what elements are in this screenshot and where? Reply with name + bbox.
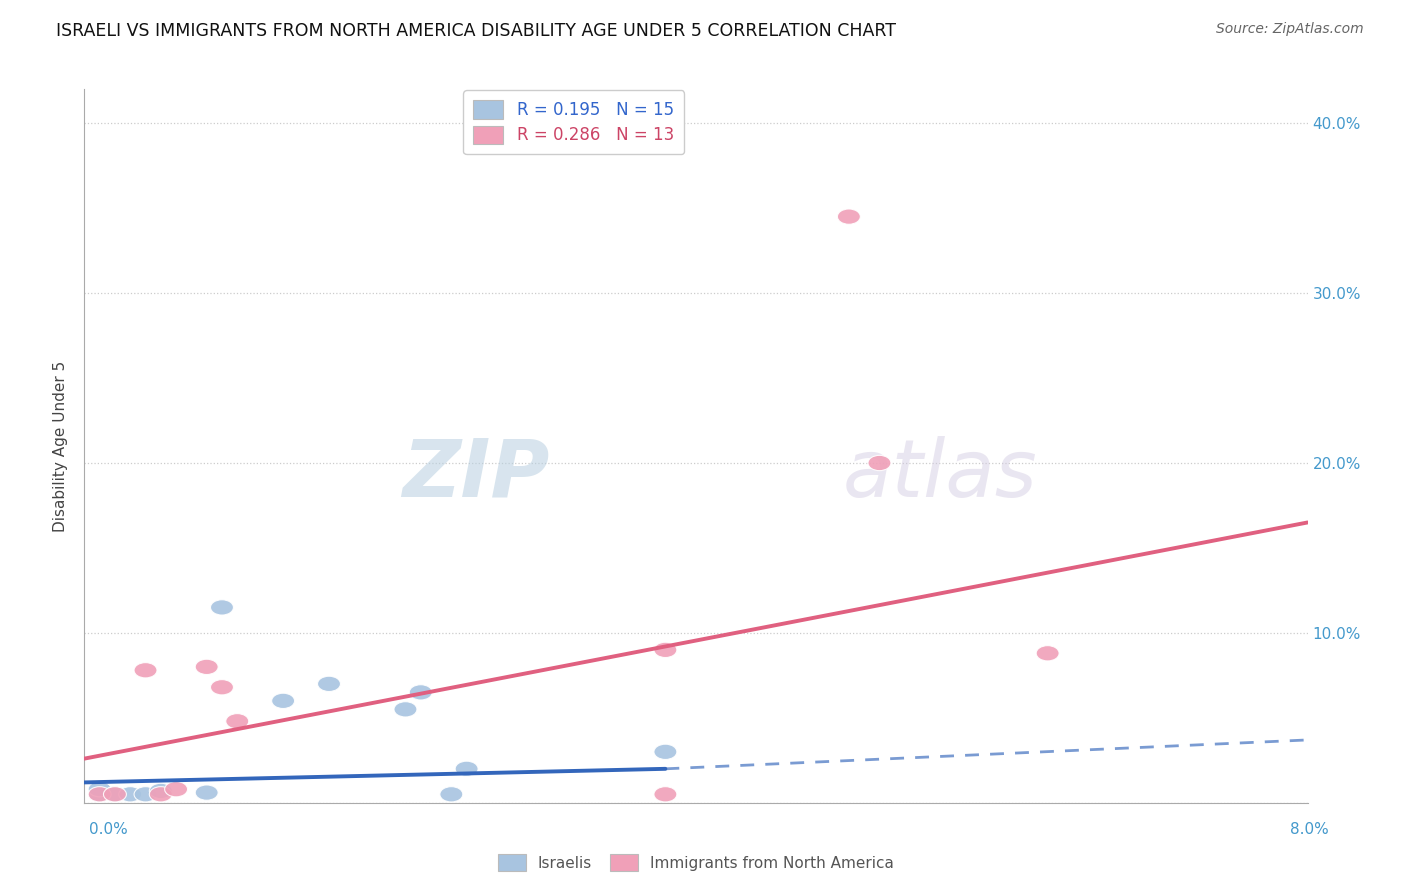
Ellipse shape (654, 787, 676, 802)
Text: ZIP: ZIP (402, 435, 550, 514)
Ellipse shape (318, 676, 340, 691)
Ellipse shape (104, 787, 127, 802)
Text: 8.0%: 8.0% (1289, 822, 1329, 837)
Ellipse shape (226, 714, 249, 729)
Ellipse shape (195, 659, 218, 674)
Text: atlas: atlas (842, 435, 1038, 514)
Text: Source: ZipAtlas.com: Source: ZipAtlas.com (1216, 22, 1364, 37)
Ellipse shape (134, 663, 157, 678)
Ellipse shape (149, 787, 173, 802)
Ellipse shape (211, 680, 233, 695)
Ellipse shape (654, 642, 676, 657)
Ellipse shape (89, 787, 111, 802)
Ellipse shape (654, 744, 676, 759)
Ellipse shape (195, 785, 218, 800)
Ellipse shape (89, 787, 111, 802)
Y-axis label: Disability Age Under 5: Disability Age Under 5 (53, 360, 69, 532)
Ellipse shape (838, 209, 860, 224)
Text: 0.0%: 0.0% (89, 822, 128, 837)
Ellipse shape (440, 787, 463, 802)
Legend: Israelis, Immigrants from North America: Israelis, Immigrants from North America (492, 848, 900, 877)
Ellipse shape (409, 685, 432, 700)
Ellipse shape (104, 787, 127, 802)
Text: ISRAELI VS IMMIGRANTS FROM NORTH AMERICA DISABILITY AGE UNDER 5 CORRELATION CHAR: ISRAELI VS IMMIGRANTS FROM NORTH AMERICA… (56, 22, 896, 40)
Ellipse shape (118, 787, 142, 802)
Ellipse shape (394, 702, 418, 717)
Ellipse shape (456, 761, 478, 776)
Ellipse shape (149, 783, 173, 798)
Ellipse shape (89, 781, 111, 797)
Ellipse shape (868, 455, 891, 471)
Ellipse shape (271, 693, 295, 708)
Ellipse shape (211, 599, 233, 615)
Ellipse shape (134, 787, 157, 802)
Ellipse shape (1036, 646, 1059, 661)
Ellipse shape (165, 781, 187, 797)
